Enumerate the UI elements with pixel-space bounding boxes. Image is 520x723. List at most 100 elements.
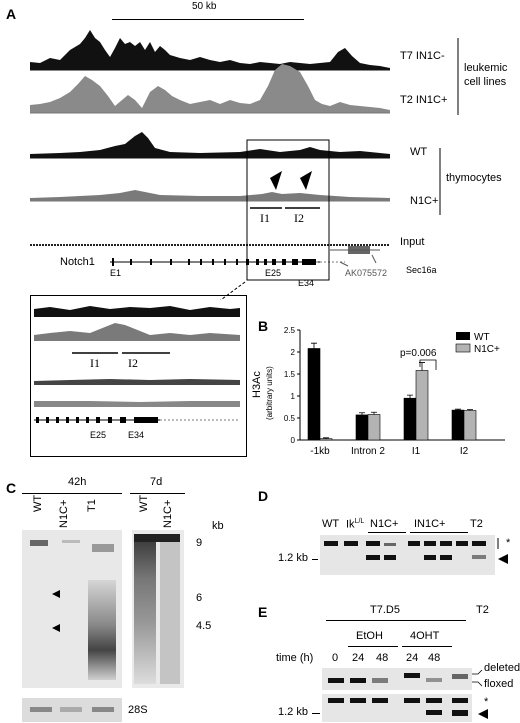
- b-category-label: I2: [460, 446, 469, 457]
- e-time-label: time (h): [276, 652, 314, 664]
- track-label-n1c: N1C+: [410, 195, 439, 207]
- b-category-label: Intron 2: [351, 446, 385, 457]
- gene-label-ak075572: AK075572: [345, 268, 388, 278]
- e-line-cellline: [326, 620, 466, 621]
- e-size-tick: [312, 713, 320, 714]
- arrowhead-1: [270, 171, 282, 190]
- error-bar: [359, 412, 365, 415]
- error-bar: [467, 409, 473, 411]
- e-time-48b: 48: [428, 652, 441, 664]
- e-floxed: floxed: [484, 678, 514, 690]
- scale-bar: [112, 19, 304, 20]
- c-unit-kb: kb: [212, 520, 224, 532]
- error-bar: [455, 408, 461, 411]
- panel-a-letter: A: [6, 6, 17, 22]
- c-arrowhead-1: [52, 590, 60, 598]
- bar-n1c-2: [415, 370, 429, 441]
- legend-label-n1c: N1C+: [474, 344, 500, 355]
- d-size-tick: [312, 559, 318, 560]
- zoom-box: [246, 139, 330, 281]
- zoom-exon-label-e25: E25: [90, 430, 107, 440]
- track-label-t2: T2 IN1C+: [400, 94, 448, 106]
- c-line-42h: [22, 493, 122, 494]
- d-lane-in1c: IN1C+: [414, 518, 446, 530]
- legend-swatch-n1c: [455, 343, 471, 353]
- b-ylabel-2: (arbitrary units): [265, 366, 274, 420]
- c-blot-28s: [22, 698, 122, 722]
- d-lane-t2: T2: [470, 518, 483, 530]
- error-bar: [323, 437, 329, 439]
- d-gel: [320, 535, 495, 575]
- arrowhead-2: [300, 171, 312, 190]
- panel-a-tracks: [30, 30, 459, 300]
- c-lane-n1c-1: N1C+: [58, 499, 70, 528]
- e-time-24a: 24: [352, 652, 365, 664]
- e-gel-bottom: [322, 694, 472, 722]
- d-size-label: 1.2 kb: [278, 552, 308, 564]
- bar-n1c-1: [367, 414, 381, 441]
- e-gel-top: [322, 668, 472, 690]
- b-category-label: -1kb: [310, 446, 330, 457]
- exon-label-e25: E25: [265, 268, 282, 278]
- panel-b-chart: -1kb Intron 2 I1 I2 p=0.006 WT N1C+ 0 0.5 1 1.…: [284, 326, 505, 457]
- error-bar: [371, 411, 377, 415]
- c-arrowhead-2: [52, 624, 60, 632]
- c-lane-wt-2: WT: [138, 494, 150, 512]
- e-cellline: T7.D5: [370, 604, 400, 616]
- exon-label-e1: E1: [110, 268, 122, 278]
- panel-b-letter: B: [258, 318, 269, 334]
- e-time-48a: 48: [376, 652, 389, 664]
- d-lane-n1c: N1C+: [370, 518, 399, 530]
- track-t7: [30, 30, 390, 70]
- c-lane-wt-1: WT: [32, 494, 44, 512]
- c-marker-4-5: 4.5: [196, 620, 212, 632]
- c-lane-t1: T1: [86, 499, 98, 512]
- e-time-0: 0: [332, 652, 339, 664]
- zoom-exon-label-e34: E34: [128, 430, 145, 440]
- b-ytick-label: 1: [291, 392, 296, 401]
- d-arrowhead: [498, 554, 508, 564]
- group-label-thymocytes: thymocytes: [446, 172, 502, 184]
- pvalue-label: p=0.006: [400, 348, 437, 359]
- zoom-region-label-i1: I1: [90, 356, 100, 370]
- exon-label-e34: E34: [298, 278, 315, 288]
- legend-swatch-wt: [456, 332, 470, 340]
- d-lane-ik: IkL/L: [346, 518, 365, 531]
- bar-wt-0: [307, 348, 321, 441]
- e-treat-etoh: EtOH: [356, 630, 383, 642]
- b-ytick-label: 0.5: [284, 414, 296, 423]
- region-label-i1: I1: [260, 211, 270, 225]
- c-marker-9: 9: [196, 537, 203, 549]
- e-star: *: [484, 696, 489, 708]
- panel-c-letter: C: [6, 480, 17, 496]
- bar-wt-1: [355, 414, 369, 441]
- error-bar: [311, 342, 317, 349]
- c-line-7d: [130, 493, 185, 494]
- c-loading-28s: 28S: [128, 704, 148, 716]
- region-label-i2: I2: [294, 211, 304, 225]
- gene-label-sec16a: Sec16a: [406, 265, 437, 275]
- c-time-7d: 7d: [150, 476, 163, 488]
- b-ylabel-1: H3Ac: [251, 371, 263, 398]
- e-line-etoh: [348, 646, 398, 647]
- group-label-leukemic-2: cell lines: [464, 76, 507, 88]
- d-lane-wt: WT: [322, 518, 340, 530]
- track-n1c: [30, 190, 390, 201]
- c-time-42h: 42h: [68, 476, 87, 488]
- b-ytick-label: 2: [291, 348, 296, 357]
- e-arrowhead: [478, 709, 488, 719]
- e-size-label: 1.2 kb: [278, 706, 308, 718]
- c-lane-n1c-2: N1C+: [162, 499, 174, 528]
- group-label-leukemic-1: leukemic: [464, 62, 508, 74]
- bar-wt-2: [403, 397, 417, 441]
- track-t2: [30, 64, 390, 113]
- scale-bar-label: 50 kb: [192, 1, 217, 12]
- b-ytick-label: 2.5: [284, 326, 296, 335]
- d-markers: [497, 538, 508, 564]
- e-treat-4oht: 4OHT: [410, 630, 440, 642]
- track-wt: [30, 132, 390, 158]
- d-line-in1c: [410, 532, 468, 533]
- c-marker-6: 6: [196, 592, 203, 604]
- b-ytick-label: 0: [291, 436, 296, 445]
- track-label-t7: T7 IN1C-: [400, 50, 445, 62]
